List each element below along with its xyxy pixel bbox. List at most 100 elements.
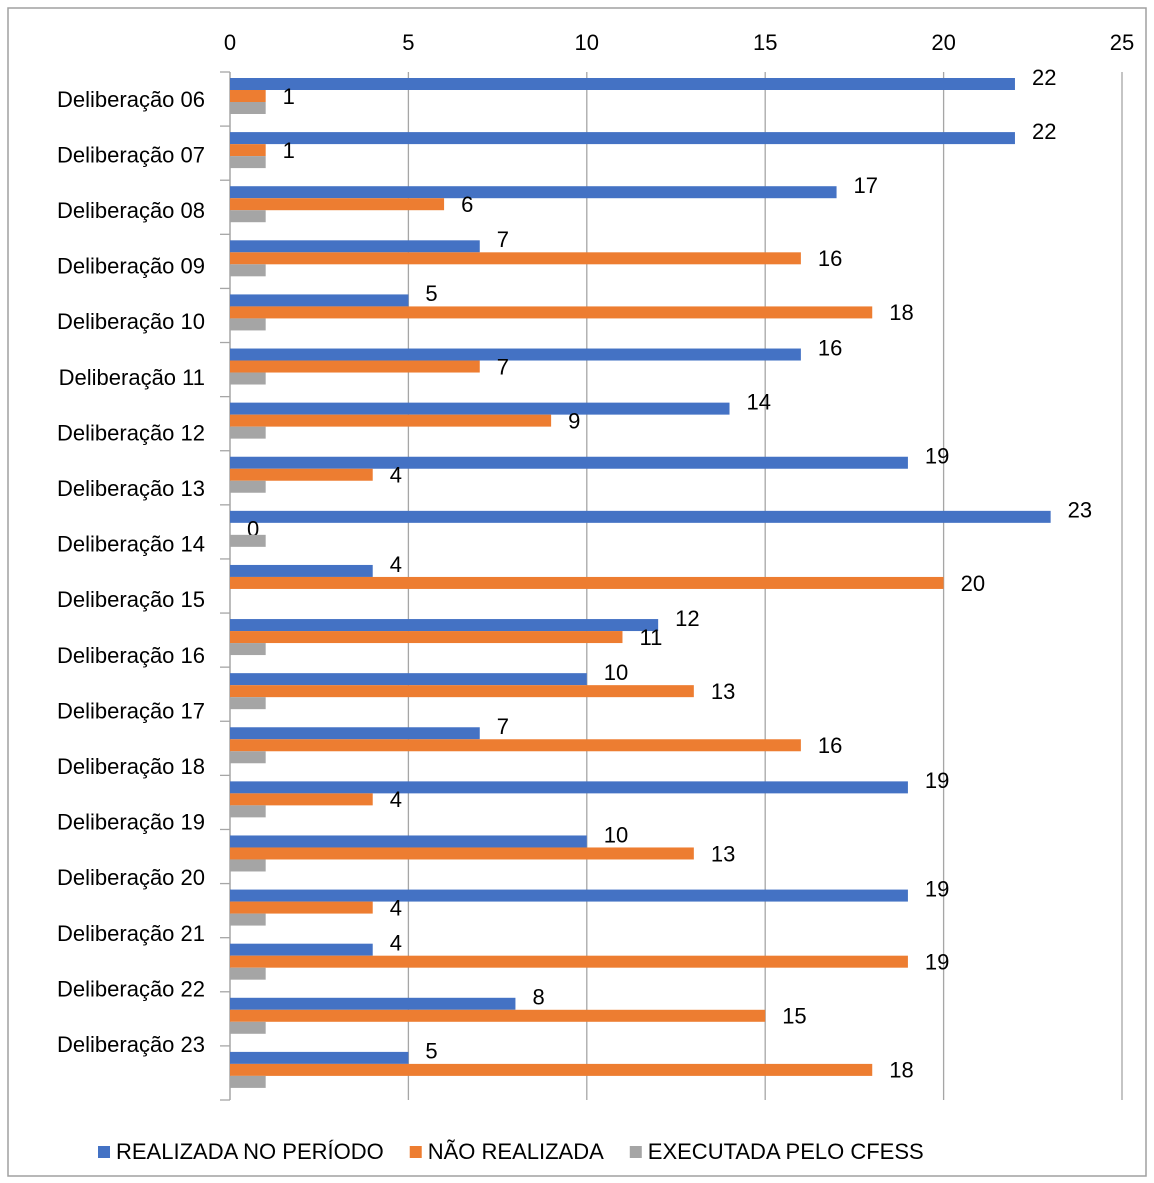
bar [230,456,908,469]
bar [230,739,801,752]
y-tick-label: Deliberação 12 [57,420,205,445]
bar [230,751,266,764]
bar [230,90,266,102]
data-label: 16 [818,335,842,360]
bar [230,1063,873,1076]
y-tick-label: Deliberação 13 [57,476,205,501]
y-tick-label: Deliberação 11 [59,365,205,390]
bar [230,955,908,968]
legend-label: EXECUTADA PELO CFESS [648,1139,924,1164]
y-tick-label: Deliberação 22 [57,976,205,1001]
bar [230,468,373,481]
bar [230,889,908,902]
y-tick-label: Deliberação 06 [57,87,205,112]
data-label: 4 [390,787,402,812]
bar [230,835,587,848]
data-label: 15 [782,1004,806,1029]
x-tick-label: 15 [753,30,777,55]
data-label: 14 [747,389,771,414]
bar [230,913,266,926]
bar [230,156,266,169]
y-tick-label: Deliberação 08 [57,198,205,223]
y-tick-label: Deliberação 18 [57,754,205,779]
bar [230,360,480,373]
bar [230,943,373,956]
bar [230,132,1015,145]
y-tick-label: Deliberação 10 [57,309,205,334]
data-label: 4 [390,930,402,955]
bar [230,793,373,806]
legend-label: NÃO REALIZADA [428,1139,604,1164]
bar [230,847,694,860]
data-label: 11 [639,625,662,650]
y-tick-label: Deliberação 07 [57,142,205,167]
y-tick-label: Deliberação 14 [57,532,205,557]
bar [230,1051,409,1064]
data-label: 13 [711,679,735,704]
data-label: 16 [818,246,842,271]
data-label: 12 [675,606,699,631]
y-tick-label: Deliberação 15 [57,587,205,612]
bar [230,306,873,319]
data-label: 4 [390,552,402,577]
bar [230,534,266,547]
bar [230,685,694,698]
bar [230,631,623,644]
bar [230,901,373,914]
data-label: 7 [497,714,509,739]
data-label: 19 [925,949,949,974]
data-label: 9 [568,408,580,433]
y-tick-label: Deliberação 17 [57,698,205,723]
data-label: 5 [425,1039,437,1064]
y-tick-label: Deliberação 23 [57,1032,205,1057]
bar [230,997,516,1010]
data-label: 10 [604,822,628,847]
y-tick-label: Deliberação 09 [57,254,205,279]
bar [230,318,266,331]
bar [230,186,837,199]
legend-swatch [409,1146,422,1158]
bar [230,372,266,385]
legend-label: REALIZADA NO PERÍODO [116,1139,384,1164]
data-label: 18 [889,1058,913,1083]
chart-border [7,7,1147,1177]
bar [230,426,266,439]
data-label: 19 [925,876,949,901]
bar [230,1021,266,1034]
data-label: 18 [889,300,913,325]
y-tick-label: Deliberação 16 [57,643,205,668]
data-label: 4 [390,463,402,488]
bar [230,576,944,589]
bar [230,294,409,307]
bar [230,198,445,211]
data-label: 19 [925,444,949,469]
bar [230,619,659,632]
data-label: 23 [1068,498,1092,523]
bar [230,673,587,686]
data-label: 13 [711,841,735,866]
bar [230,1075,266,1088]
data-label: 19 [925,768,949,793]
bar [230,727,480,740]
data-label: 22 [1032,119,1056,144]
bar [230,1009,766,1022]
x-tick-label: 25 [1110,30,1134,55]
bar [230,402,730,415]
data-label: 22 [1032,65,1056,90]
data-label: 17 [854,173,878,198]
data-label: 5 [425,281,437,306]
bar [230,78,1015,90]
bar [230,643,266,656]
bar [230,240,480,253]
bar [230,781,908,794]
data-label: 20 [961,571,985,596]
bar [230,967,266,980]
y-tick-label: Deliberação 21 [57,921,205,946]
data-label: 1 [283,138,295,163]
x-tick-label: 10 [575,30,599,55]
bar [230,210,266,223]
bar [230,480,266,493]
x-tick-label: 20 [931,30,955,55]
bar [230,102,266,114]
